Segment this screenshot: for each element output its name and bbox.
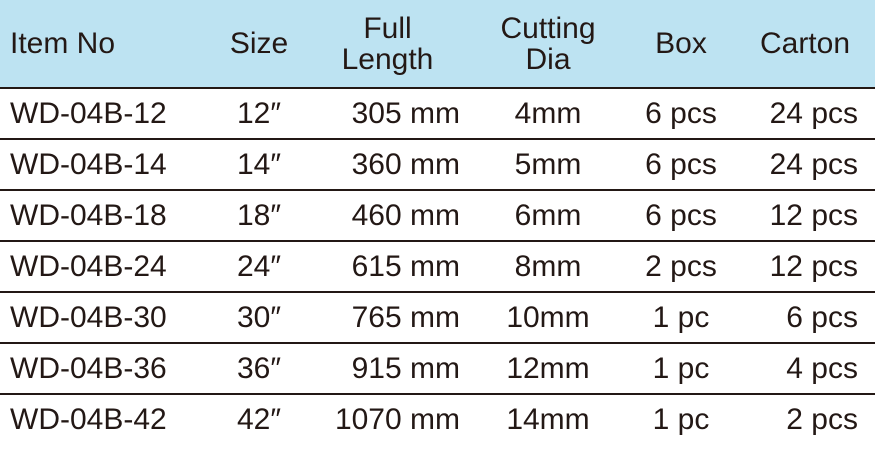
cell-cutting-dia: 6mm (514, 198, 582, 232)
cell-full-length: 1070 mm (334, 402, 460, 436)
header-carton: Carton (759, 27, 851, 60)
cell-box: 1 pc (652, 402, 710, 436)
cell-item-no: WD-04B-30 (10, 300, 167, 334)
cell-carton: 2 pcs (786, 402, 858, 436)
cell-carton: 12 pcs (769, 249, 858, 283)
cell-carton: 4 pcs (786, 351, 858, 385)
cell-cutting-dia: 14mm (506, 402, 590, 436)
cell-carton: 12 pcs (769, 198, 858, 232)
cell-size: 36″ (237, 351, 281, 385)
table-row: WD-04B-30 30″ 765 mm 10mm 1 pc 6 pcs (0, 291, 875, 342)
table-header: Item No Size Full Length Cutting Dia Box… (0, 0, 875, 87)
cell-full-length: 765 mm (351, 300, 460, 334)
table-row: WD-04B-12 12″ 305 mm 4mm 6 pcs 24 pcs (0, 87, 875, 138)
cell-item-no: WD-04B-12 (10, 96, 167, 130)
cell-full-length: 305 mm (351, 96, 460, 130)
cell-full-length: 915 mm (351, 351, 460, 385)
header-cutting-dia: Cutting Dia (500, 11, 596, 76)
cell-box: 6 pcs (645, 198, 717, 232)
cell-box: 6 pcs (645, 147, 717, 181)
cell-box: 2 pcs (645, 249, 717, 283)
cell-size: 12″ (237, 96, 281, 130)
cell-carton: 24 pcs (769, 96, 858, 130)
cell-full-length: 360 mm (351, 147, 460, 181)
cell-item-no: WD-04B-42 (10, 402, 167, 436)
cell-full-length: 460 mm (351, 198, 460, 232)
header-size: Size (229, 27, 289, 60)
cell-cutting-dia: 10mm (506, 300, 590, 334)
table-row: WD-04B-18 18″ 460 mm 6mm 6 pcs 12 pcs (0, 189, 875, 240)
header-box: Box (655, 27, 707, 60)
cell-box: 1 pc (652, 300, 710, 334)
cell-cutting-dia: 5mm (514, 147, 582, 181)
cell-item-no: WD-04B-36 (10, 351, 167, 385)
cell-item-no: WD-04B-14 (10, 147, 167, 181)
header-full-length: Full Length (341, 11, 434, 76)
cell-cutting-dia: 4mm (514, 96, 582, 130)
table-row: WD-04B-24 24″ 615 mm 8mm 2 pcs 12 pcs (0, 240, 875, 291)
cell-cutting-dia: 8mm (514, 249, 582, 283)
table-row: WD-04B-36 36″ 915 mm 12mm 1 pc 4 pcs (0, 342, 875, 393)
cell-carton: 24 pcs (769, 147, 858, 181)
cell-box: 6 pcs (645, 96, 717, 130)
cell-size: 24″ (237, 249, 281, 283)
cell-cutting-dia: 12mm (506, 351, 590, 385)
header-item-no: Item No (10, 27, 116, 60)
cell-item-no: WD-04B-18 (10, 198, 167, 232)
cell-size: 42″ (237, 402, 281, 436)
cell-size: 14″ (237, 147, 281, 181)
cell-size: 18″ (237, 198, 281, 232)
cell-size: 30″ (237, 300, 281, 334)
cell-item-no: WD-04B-24 (10, 249, 167, 283)
cell-carton: 6 pcs (786, 300, 858, 334)
cell-box: 1 pc (652, 351, 710, 385)
table-row: WD-04B-42 42″ 1070 mm 14mm 1 pc 2 pcs (0, 393, 875, 444)
table-row: WD-04B-14 14″ 360 mm 5mm 6 pcs 24 pcs (0, 138, 875, 189)
cell-full-length: 615 mm (351, 249, 460, 283)
